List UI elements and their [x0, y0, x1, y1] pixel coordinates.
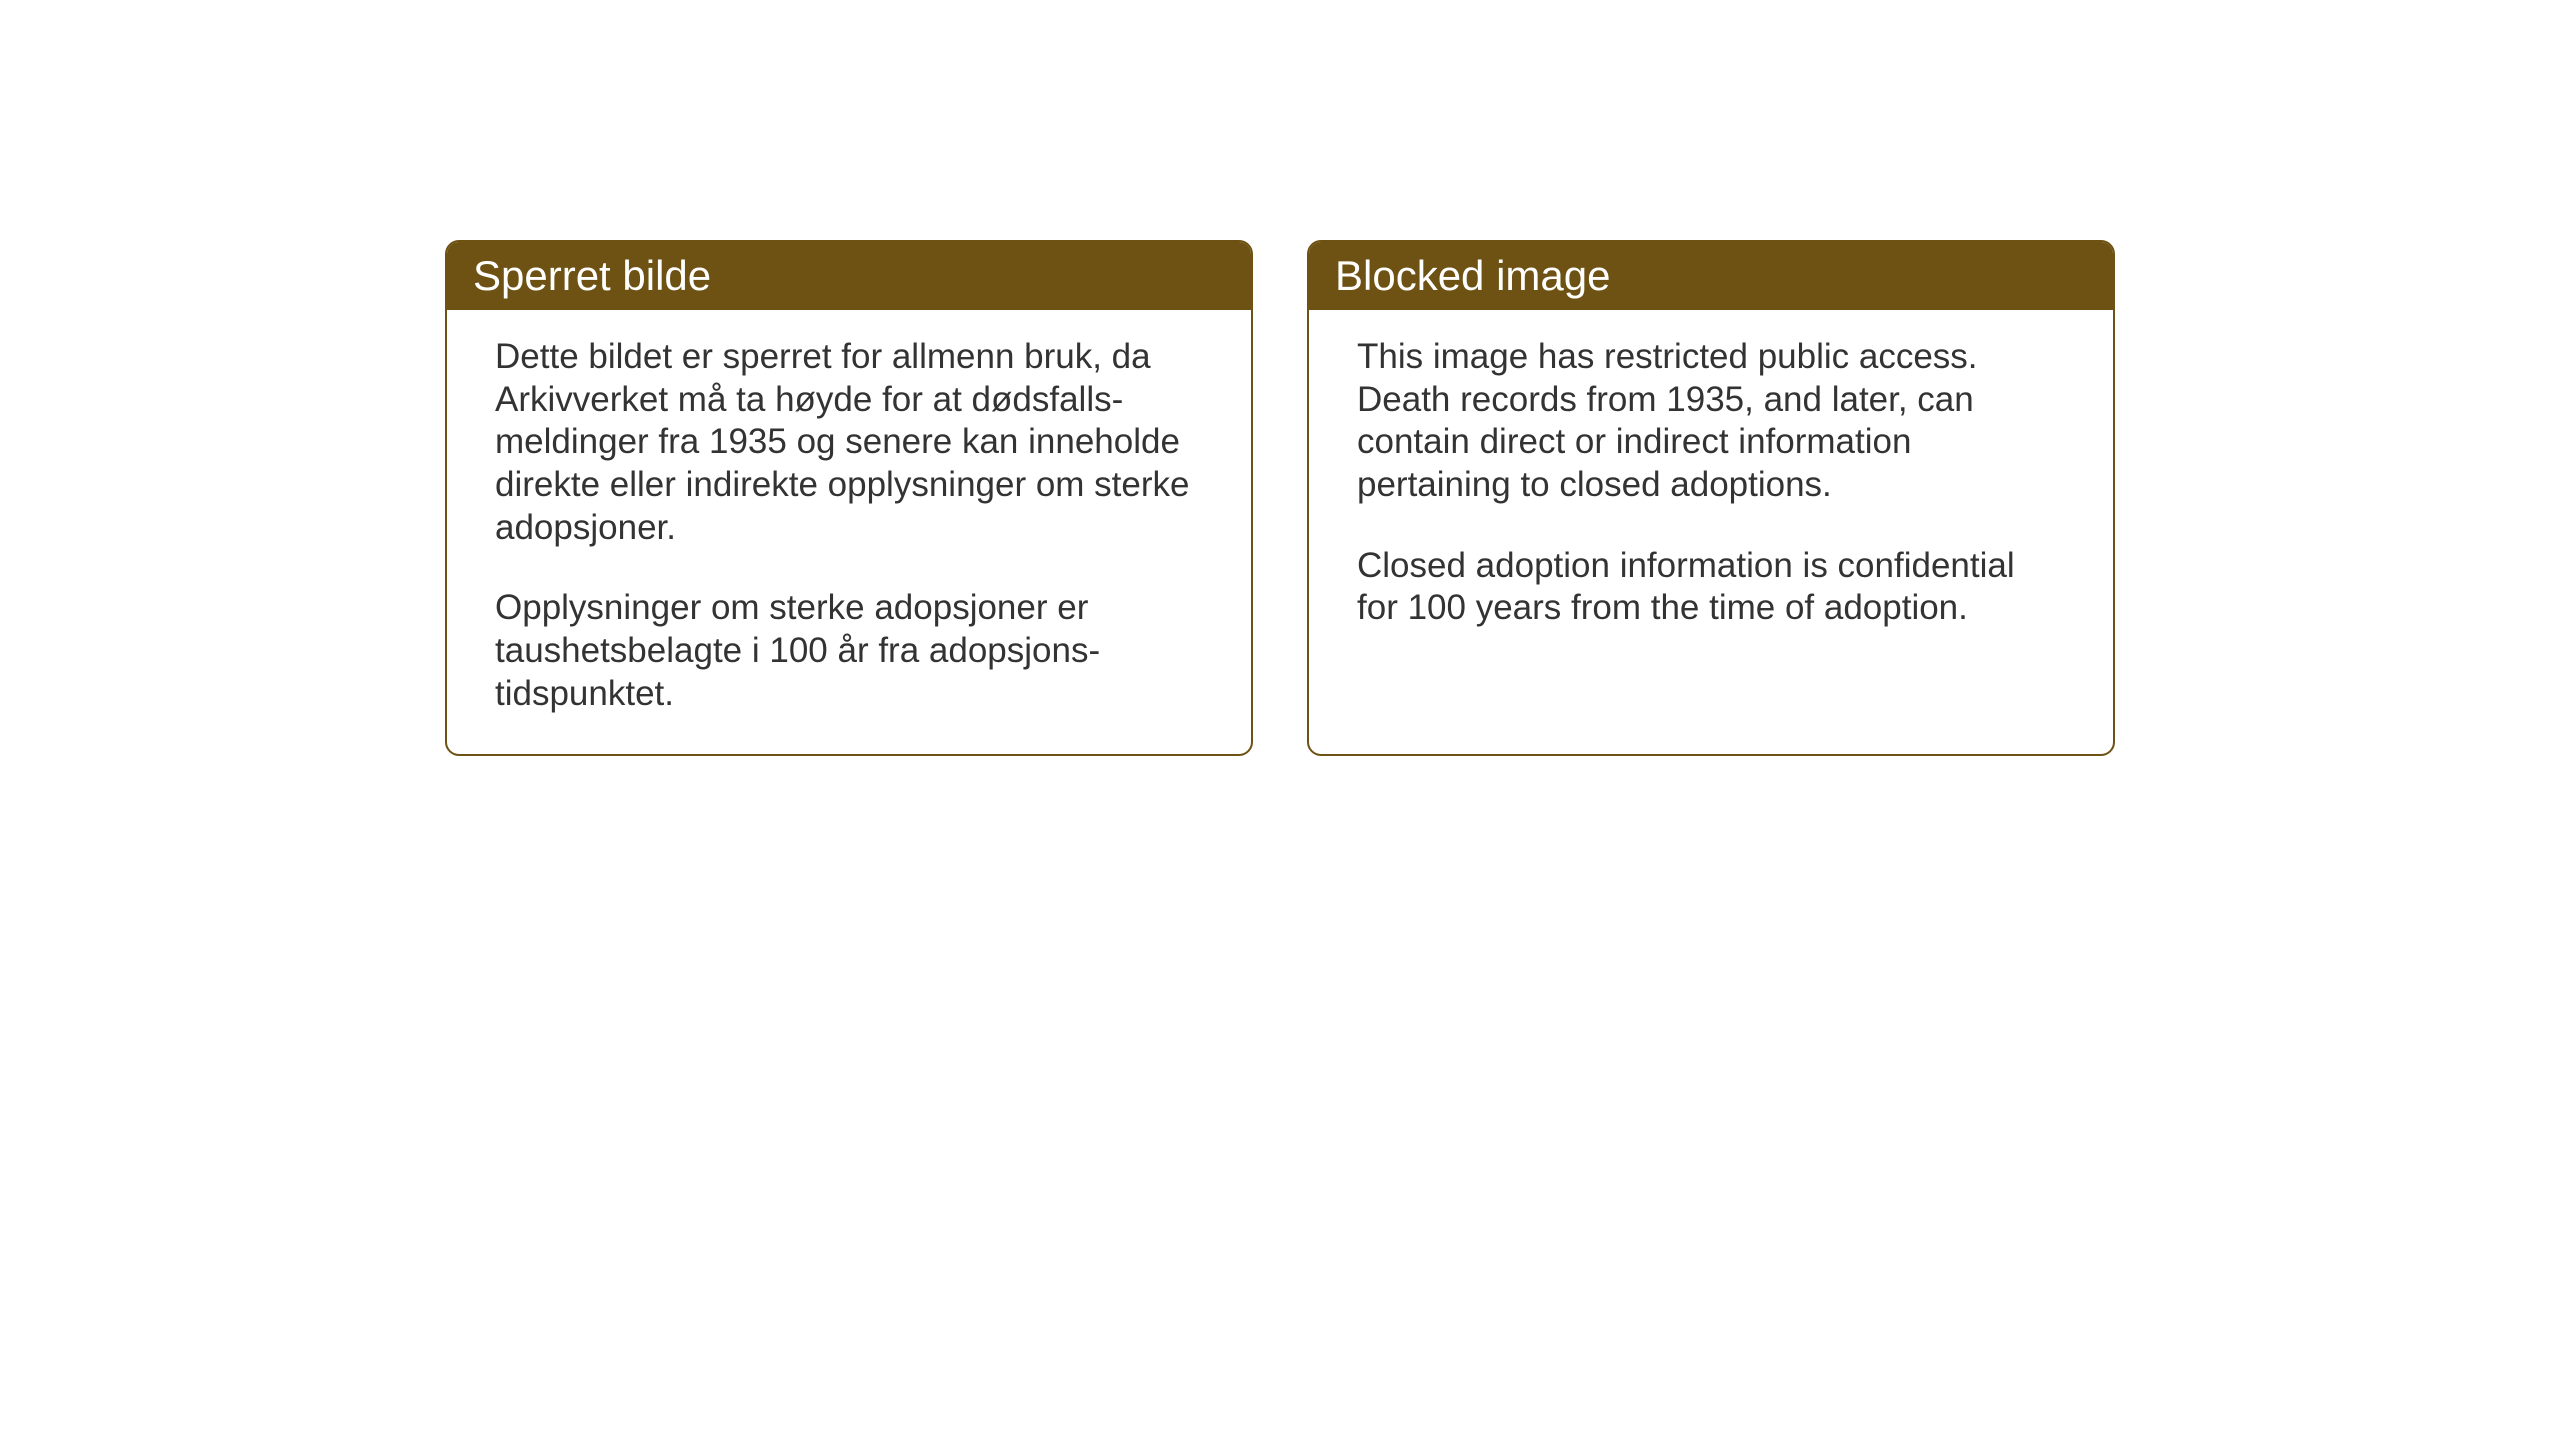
card-paragraph2-english: Closed adoption information is confident… [1357, 545, 2065, 630]
card-header-english: Blocked image [1309, 242, 2113, 310]
card-paragraph2-norwegian: Opplysninger om sterke adopsjoner er tau… [495, 587, 1203, 715]
notice-container: Sperret bilde Dette bildet er sperret fo… [445, 240, 2115, 756]
notice-card-norwegian: Sperret bilde Dette bildet er sperret fo… [445, 240, 1253, 756]
card-title-english: Blocked image [1335, 252, 1610, 299]
card-paragraph1-norwegian: Dette bildet er sperret for allmenn bruk… [495, 336, 1203, 549]
card-paragraph1-english: This image has restricted public access.… [1357, 336, 2065, 507]
card-body-norwegian: Dette bildet er sperret for allmenn bruk… [447, 310, 1251, 754]
notice-card-english: Blocked image This image has restricted … [1307, 240, 2115, 756]
card-header-norwegian: Sperret bilde [447, 242, 1251, 310]
card-body-english: This image has restricted public access.… [1309, 310, 2113, 668]
card-title-norwegian: Sperret bilde [473, 252, 711, 299]
